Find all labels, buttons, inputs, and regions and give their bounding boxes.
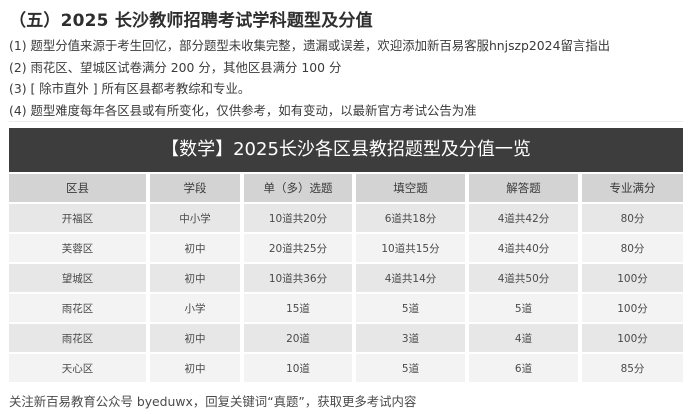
table-header-row: 区县 学段 单（多）选题 填空题 解答题 专业满分	[9, 174, 683, 202]
table-row: 雨花区 小学 15道 5道 5道 100分	[9, 294, 683, 322]
cell-district: 雨花区	[9, 294, 146, 322]
footer-note: 关注新百易教育公众号 byeduwx，回复关键词“真题”，获取更多考试内容	[9, 394, 417, 409]
note-1: (1) 题型分值来源于考生回忆，部分题型未收集完整，遗漏或误差，欢迎添加新百易客…	[9, 38, 611, 53]
cell-full-score: 100分	[582, 324, 683, 352]
cell-choice: 20道	[244, 324, 352, 352]
cell-answer: 4道共40分	[469, 234, 578, 262]
note-2: (2) 雨花区、望城区试卷满分 200 分，其他区县满分 100 分	[9, 59, 342, 75]
header-answer: 解答题	[469, 174, 578, 202]
cell-choice: 10道共36分	[244, 264, 352, 292]
cell-full-score: 80分	[582, 204, 683, 232]
cell-district: 天心区	[9, 354, 146, 382]
header-level: 学段	[150, 174, 240, 202]
notes-list: (1) 题型分值来源于考生回忆，部分题型未收集完整，遗漏或误差，欢迎添加新百易客…	[9, 35, 610, 121]
cell-answer: 5道	[469, 294, 578, 322]
cell-level: 初中	[150, 264, 240, 292]
cell-full-score: 100分	[582, 294, 683, 322]
table-title: 【数学】2025长沙各区县教招题型及分值一览	[9, 128, 683, 172]
table-row: 雨花区 初中 20道 3道 4道 100分	[9, 324, 683, 352]
cell-level: 初中	[150, 354, 240, 382]
header-choice: 单（多）选题	[244, 174, 352, 202]
table-row: 芙蓉区 初中 20道共25分 10道共15分 4道共40分 80分	[9, 234, 683, 262]
table-row: 天心区 初中 10道 5道 6道 85分	[9, 354, 683, 382]
cell-level: 初中	[150, 324, 240, 352]
cell-fill-blank: 10道共15分	[356, 234, 465, 262]
cell-district: 望城区	[9, 264, 146, 292]
section-heading: （五）2025 长沙教师招聘考试学科题型及分值	[9, 11, 373, 31]
cell-level: 初中	[150, 234, 240, 262]
cell-fill-blank: 5道	[356, 294, 465, 322]
divider	[9, 121, 683, 122]
note-3: (3) [ 除市直外 ] 所有区县都考教综和专业。	[9, 81, 251, 96]
cell-answer: 6道	[469, 354, 578, 382]
cell-choice: 10道共20分	[244, 204, 352, 232]
cell-fill-blank: 3道	[356, 324, 465, 352]
header-district: 区县	[9, 174, 146, 202]
cell-full-score: 85分	[582, 354, 683, 382]
cell-answer: 4道共50分	[469, 264, 578, 292]
cell-choice: 20道共25分	[244, 234, 352, 262]
cell-full-score: 80分	[582, 234, 683, 262]
cell-choice: 10道	[244, 354, 352, 382]
note-4: (4) 题型难度每年各区县或有所变化，仅供参考，如有变动，以最新官方考试公告为准	[9, 102, 477, 118]
cell-fill-blank: 4道共14分	[356, 264, 465, 292]
cell-district: 雨花区	[9, 324, 146, 352]
cell-full-score: 100分	[582, 264, 683, 292]
table-row: 开福区 中小学 10道共20分 6道共18分 4道共42分 80分	[9, 204, 683, 232]
header-fill-blank: 填空题	[356, 174, 465, 202]
cell-level: 小学	[150, 294, 240, 322]
cell-fill-blank: 6道共18分	[356, 204, 465, 232]
cell-answer: 4道共42分	[469, 204, 578, 232]
table-row: 望城区 初中 10道共36分 4道共14分 4道共50分 100分	[9, 264, 683, 292]
cell-level: 中小学	[150, 204, 240, 232]
cell-choice: 15道	[244, 294, 352, 322]
header-full-score: 专业满分	[582, 174, 683, 202]
cell-answer: 4道	[469, 324, 578, 352]
score-table: 【数学】2025长沙各区县教招题型及分值一览 区县 学段 单（多）选题 填空题 …	[9, 128, 683, 382]
cell-district: 芙蓉区	[9, 234, 146, 262]
cell-district: 开福区	[9, 204, 146, 232]
cell-fill-blank: 5道	[356, 354, 465, 382]
